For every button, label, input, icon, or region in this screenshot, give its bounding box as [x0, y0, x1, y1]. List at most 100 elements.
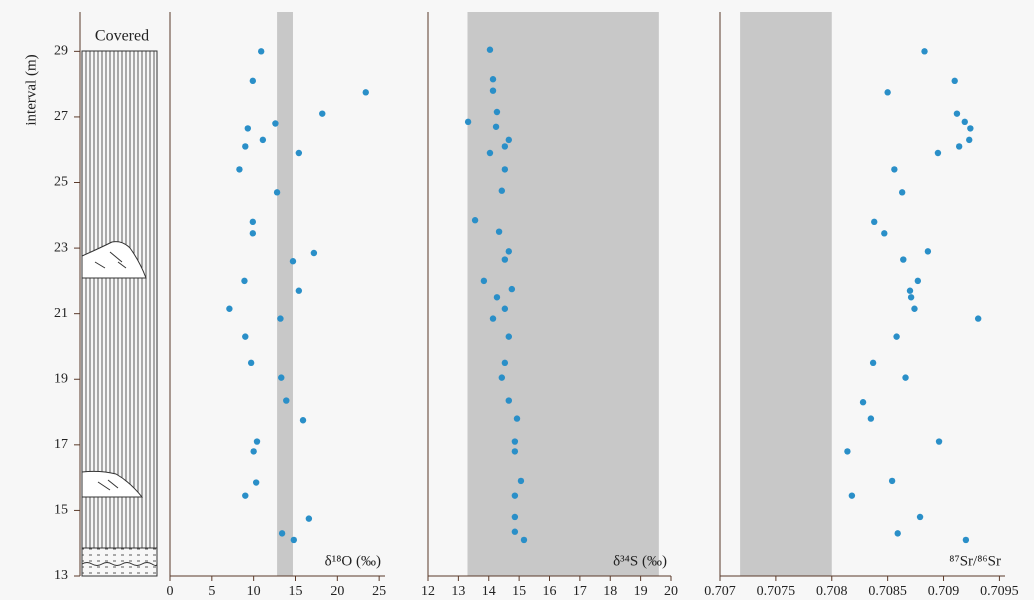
data-point	[242, 143, 249, 150]
data-point	[924, 248, 932, 255]
data-point	[511, 528, 519, 535]
data-point	[252, 479, 260, 486]
data-point	[848, 492, 856, 499]
data-point	[916, 513, 924, 521]
data-point	[953, 110, 961, 117]
data-point	[236, 166, 243, 173]
y-tick-label: 13	[54, 568, 68, 583]
data-point	[859, 399, 867, 406]
x-tick-label: 14	[482, 584, 496, 599]
data-point	[305, 515, 313, 522]
data-point	[278, 374, 285, 381]
data-point	[489, 76, 497, 83]
data-point	[501, 256, 509, 263]
x-tick-label: 12	[421, 584, 435, 599]
data-point	[935, 438, 943, 445]
data-point	[966, 136, 973, 144]
data-point	[241, 277, 248, 285]
data-point	[911, 305, 918, 312]
data-point	[955, 143, 963, 150]
data-point	[257, 48, 265, 55]
lens-fabric	[94, 251, 127, 269]
data-point	[226, 305, 233, 312]
data-point	[244, 125, 252, 132]
data-point	[319, 110, 326, 117]
data-point	[249, 218, 257, 226]
data-point	[493, 294, 501, 301]
data-point	[511, 448, 519, 455]
data-point	[894, 530, 901, 537]
data-point	[505, 136, 512, 144]
data-point	[962, 536, 970, 544]
data-point	[247, 359, 255, 367]
x-tick-label: 0.7085	[868, 584, 907, 599]
y-tick-label: 21	[54, 306, 68, 321]
data-point	[907, 294, 915, 301]
data-point	[362, 89, 369, 96]
x-axis-label: δ¹⁸O (‰)	[325, 553, 381, 569]
x-tick-label: 0	[167, 584, 174, 599]
data-point	[888, 477, 896, 485]
data-point	[501, 166, 509, 173]
data-point	[289, 258, 297, 265]
erosion-surface	[81, 562, 158, 566]
y-tick-label: 15	[54, 503, 68, 518]
x-tick-label: 0.7075	[757, 584, 796, 599]
y-tick-label: 29	[54, 44, 68, 59]
shale-unit	[81, 50, 158, 549]
data-point	[242, 333, 249, 340]
data-point	[480, 277, 488, 285]
x-tick-label: 18	[603, 584, 617, 599]
lithology-column: Covered	[81, 28, 158, 577]
x-tick-label: 15	[512, 584, 526, 599]
data-point	[273, 189, 281, 196]
data-point	[299, 417, 307, 424]
data-point	[871, 218, 878, 226]
data-point	[967, 125, 974, 132]
data-point	[283, 397, 290, 404]
data-point	[290, 536, 298, 544]
data-point	[493, 108, 501, 116]
limestone-lens	[81, 241, 147, 279]
data-point	[934, 149, 942, 157]
x-tick-label: 5	[208, 584, 215, 599]
data-point	[277, 315, 284, 322]
reference-band	[277, 12, 293, 576]
data-point	[253, 438, 261, 445]
covered-label: Covered	[95, 28, 149, 45]
y-axis-label: interval (m)	[23, 54, 39, 125]
x-tick-label: 20	[330, 584, 344, 599]
data-point	[464, 118, 472, 126]
x-tick-label: 25	[372, 584, 386, 599]
data-point	[501, 143, 509, 150]
data-point	[951, 77, 958, 85]
data-point	[844, 448, 851, 455]
lens-fabric	[97, 479, 119, 491]
data-point	[505, 397, 512, 404]
data-point	[893, 333, 900, 340]
data-point	[498, 374, 506, 381]
y-tick-label: 25	[54, 175, 68, 190]
data-point	[272, 120, 279, 127]
x-tick-label: 16	[543, 584, 557, 599]
data-point	[914, 277, 922, 285]
data-point	[921, 48, 928, 55]
x-tick-label: 0.708	[816, 584, 848, 599]
data-point	[511, 492, 519, 499]
y-tick-label: 23	[54, 240, 68, 255]
data-point	[508, 285, 516, 293]
data-point	[278, 530, 286, 537]
data-point	[902, 374, 909, 381]
data-point	[295, 149, 303, 157]
data-point	[492, 123, 500, 130]
data-point	[906, 287, 914, 294]
data-point	[900, 256, 907, 263]
x-tick-label: 20	[664, 584, 678, 599]
x-tick-label: 15	[288, 584, 302, 599]
data-point	[486, 149, 494, 157]
data-point	[295, 287, 303, 294]
data-point	[310, 249, 318, 257]
sandstone-unit	[81, 547, 158, 577]
x-tick-label: 19	[634, 584, 648, 599]
